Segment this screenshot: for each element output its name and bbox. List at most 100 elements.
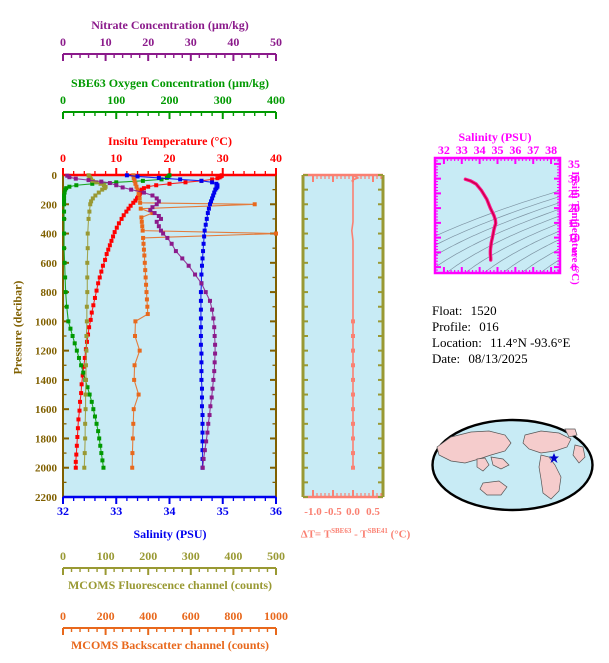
metadata-block: Float: 1520 Profile: 016 Location: 11.4°… xyxy=(432,303,570,367)
svg-text:30: 30 xyxy=(568,172,580,186)
fluorescence-axis: 0 100 200 300 400 500 xyxy=(0,548,340,575)
delta-t-title-pre: ΔT= T xyxy=(300,528,332,541)
svg-text:0: 0 xyxy=(60,151,66,165)
metadata-date-row: Date: 08/13/2025 xyxy=(432,351,570,367)
delta-t-axis-title: ΔT= TSBE63 - TSBE41 (°C) xyxy=(288,527,423,541)
svg-text:600: 600 xyxy=(182,609,200,623)
svg-text:35: 35 xyxy=(568,157,580,171)
svg-text:20: 20 xyxy=(164,151,176,165)
svg-text:400: 400 xyxy=(41,229,58,241)
svg-text:37: 37 xyxy=(527,143,539,157)
svg-text:400: 400 xyxy=(267,93,285,107)
svg-text:400: 400 xyxy=(224,549,242,563)
svg-text:32: 32 xyxy=(57,504,69,518)
svg-text:25: 25 xyxy=(568,186,580,200)
ts-salinity-axis-title: Salinity (PSU) xyxy=(458,130,532,144)
date-value: 08/13/2025 xyxy=(468,351,528,366)
svg-text:34: 34 xyxy=(474,143,486,157)
fluorescence-axis-title: MCOMS Fluorescence channel (counts) xyxy=(67,578,273,592)
world-map-inset xyxy=(425,405,600,525)
svg-text:2000: 2000 xyxy=(35,463,58,475)
ts-temperature-axis-title: Insitu Temperature (°C) xyxy=(569,171,581,285)
salinity-axis-title: Salinity (PSU) xyxy=(133,527,207,541)
svg-text:40: 40 xyxy=(227,35,239,49)
backscatter-axis-title: MCOMS Backscatter channel (counts) xyxy=(70,638,270,652)
svg-text:300: 300 xyxy=(182,549,200,563)
backscatter-axis: 0 200 400 600 800 1000 xyxy=(0,608,340,635)
svg-text:20: 20 xyxy=(142,35,154,49)
svg-text:0: 0 xyxy=(60,93,66,107)
metadata-float-row: Float: 1520 xyxy=(432,303,570,319)
svg-text:35: 35 xyxy=(217,504,229,518)
svg-text:40: 40 xyxy=(270,151,282,165)
svg-text:30: 30 xyxy=(185,35,197,49)
oxygen-axis-title: SBE63 Oxygen Concentration (µm/kg) xyxy=(71,76,269,90)
svg-text:0: 0 xyxy=(52,170,58,182)
svg-text:100: 100 xyxy=(97,549,115,563)
delta-t-title-post: (°C) xyxy=(387,528,411,541)
svg-text:36: 36 xyxy=(509,143,521,157)
svg-text:33: 33 xyxy=(456,143,468,157)
svg-text:1200: 1200 xyxy=(35,346,58,358)
svg-text:20: 20 xyxy=(568,201,580,215)
date-label: Date: xyxy=(432,351,461,366)
svg-text:500: 500 xyxy=(267,549,285,563)
float-value: 1520 xyxy=(470,303,497,318)
svg-text:0.0: 0.0 xyxy=(346,506,360,518)
svg-text:100: 100 xyxy=(107,93,125,107)
svg-text:0.5: 0.5 xyxy=(366,506,380,518)
svg-text:10: 10 xyxy=(568,231,580,245)
svg-text:200: 200 xyxy=(41,199,58,211)
profile-value: 016 xyxy=(479,319,499,334)
svg-text:33: 33 xyxy=(110,504,122,518)
svg-text:0: 0 xyxy=(60,609,66,623)
svg-text:2200: 2200 xyxy=(35,492,58,504)
svg-text:1400: 1400 xyxy=(35,375,58,387)
svg-text:10: 10 xyxy=(100,35,112,49)
svg-text:200: 200 xyxy=(97,609,115,623)
svg-text:800: 800 xyxy=(41,287,58,299)
float-label: Float: xyxy=(432,303,463,318)
delta-t-title-mid: - T xyxy=(351,528,368,541)
svg-text:400: 400 xyxy=(139,609,157,623)
delta-t-title-sup1: SBE63 xyxy=(331,527,352,535)
nitrate-axis-title: Nitrate Concentration (µm/kg) xyxy=(91,18,249,32)
svg-text:32: 32 xyxy=(438,143,450,157)
svg-text:30: 30 xyxy=(217,151,229,165)
temperature-axis-title: Insitu Temperature (°C) xyxy=(108,134,232,148)
delta-t-panel: -1.0 -0.5 0.0 0.5 xyxy=(290,0,410,540)
svg-text:200: 200 xyxy=(139,549,157,563)
svg-text:38: 38 xyxy=(545,143,557,157)
svg-text:0: 0 xyxy=(571,260,577,274)
location-value: 11.4°N -93.6°E xyxy=(490,335,571,350)
svg-text:800: 800 xyxy=(224,609,242,623)
main-profile-panel: 0 200 400 600 800 1000 1200 1400 1600 1800 2000 220… xyxy=(0,0,300,540)
oxygen-axis: 0 100 200 300 400 xyxy=(0,92,340,122)
temperature-axis: 0 10 20 30 40 xyxy=(0,150,340,176)
svg-text:0: 0 xyxy=(60,35,66,49)
svg-text:15: 15 xyxy=(568,216,580,230)
svg-text:5: 5 xyxy=(571,245,577,259)
svg-text:1000: 1000 xyxy=(35,316,58,328)
location-label: Location: xyxy=(432,335,482,350)
svg-text:-1.0: -1.0 xyxy=(304,506,322,518)
delta-t-title-sup2: SBE41 xyxy=(367,527,388,535)
svg-text:50: 50 xyxy=(270,35,282,49)
pressure-axis-title: Pressure (decibar) xyxy=(10,280,25,375)
svg-text:1000: 1000 xyxy=(264,609,288,623)
metadata-location-row: Location: 11.4°N -93.6°E xyxy=(432,335,570,351)
svg-text:10: 10 xyxy=(110,151,122,165)
svg-text:600: 600 xyxy=(41,258,58,270)
ts-diagram: 32 33 34 35 36 37 38 35 30 25 20 15 10 5 0 xyxy=(415,143,609,291)
svg-text:200: 200 xyxy=(161,93,179,107)
svg-text:300: 300 xyxy=(214,93,232,107)
svg-text:1800: 1800 xyxy=(35,433,58,445)
svg-text:-0.5: -0.5 xyxy=(324,506,342,518)
svg-text:34: 34 xyxy=(164,504,176,518)
svg-text:36: 36 xyxy=(270,504,282,518)
metadata-profile-row: Profile: 016 xyxy=(432,319,570,335)
svg-text:0: 0 xyxy=(60,549,66,563)
nitrate-axis: 0 10 20 30 40 50 xyxy=(0,34,340,64)
svg-text:35: 35 xyxy=(492,143,504,157)
svg-text:1600: 1600 xyxy=(35,404,58,416)
